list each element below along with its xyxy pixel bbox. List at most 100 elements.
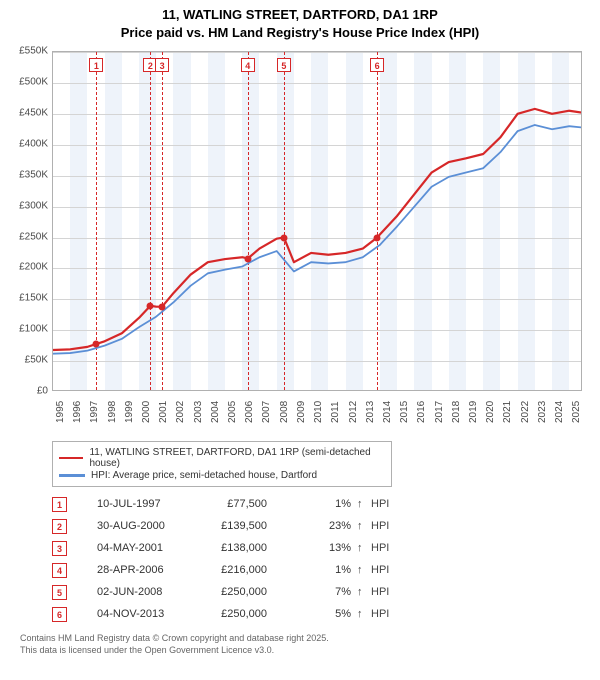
- transaction-price: £216,000: [217, 564, 307, 576]
- chart-lines-svg: [53, 52, 582, 391]
- legend-swatch: [59, 457, 83, 460]
- x-axis-label: 2002: [175, 401, 186, 423]
- x-axis-label: 2005: [227, 401, 238, 423]
- transaction-row: 428-APR-2006£216,0001%↑HPI: [52, 559, 590, 581]
- plot-area: 123456: [52, 51, 582, 391]
- y-axis-label: £550K: [19, 46, 48, 57]
- transactions-table: 110-JUL-1997£77,5001%↑HPI230-AUG-2000£13…: [52, 493, 590, 625]
- x-axis-label: 2012: [348, 401, 359, 423]
- x-axis-label: 2017: [434, 401, 445, 423]
- x-axis-label: 1996: [72, 401, 83, 423]
- transaction-number-box: 3: [52, 541, 67, 556]
- y-axis-label: £100K: [19, 324, 48, 335]
- transaction-price: £77,500: [217, 498, 307, 510]
- chart-title: 11, WATLING STREET, DARTFORD, DA1 1RP Pr…: [10, 6, 590, 41]
- up-arrow-icon: ↑: [357, 608, 371, 620]
- transaction-date: 04-MAY-2001: [97, 542, 217, 554]
- transaction-pct: 5%: [307, 608, 357, 620]
- x-axis-label: 1998: [107, 401, 118, 423]
- up-arrow-icon: ↑: [357, 520, 371, 532]
- chart-area: £0£50K£100K£150K£200K£250K£300K£350K£400…: [10, 47, 590, 437]
- transaction-date: 28-APR-2006: [97, 564, 217, 576]
- y-axis-label: £450K: [19, 107, 48, 118]
- transaction-pct: 1%: [307, 564, 357, 576]
- transaction-price: £250,000: [217, 608, 307, 620]
- x-axis-label: 2022: [520, 401, 531, 423]
- y-axis-label: £300K: [19, 200, 48, 211]
- price-point: [244, 255, 251, 262]
- x-axis-label: 2009: [296, 401, 307, 423]
- legend-label: 11, WATLING STREET, DARTFORD, DA1 1RP (s…: [89, 447, 385, 469]
- transaction-price: £250,000: [217, 586, 307, 598]
- transaction-suffix: HPI: [371, 542, 401, 554]
- transaction-date: 30-AUG-2000: [97, 520, 217, 532]
- y-axis-label: £250K: [19, 231, 48, 242]
- y-axis-label: £200K: [19, 262, 48, 273]
- up-arrow-icon: ↑: [357, 564, 371, 576]
- x-axis-label: 2015: [399, 401, 410, 423]
- transaction-pct: 23%: [307, 520, 357, 532]
- transaction-pct: 13%: [307, 542, 357, 554]
- x-axis-label: 1995: [55, 401, 66, 423]
- legend-item: HPI: Average price, semi-detached house,…: [59, 470, 385, 481]
- x-axis-label: 2013: [365, 401, 376, 423]
- x-axis-label: 1997: [89, 401, 100, 423]
- y-axis-label: £150K: [19, 293, 48, 304]
- transaction-date: 02-JUN-2008: [97, 586, 217, 598]
- up-arrow-icon: ↑: [357, 586, 371, 598]
- transaction-number-box: 6: [52, 607, 67, 622]
- transaction-row: 3 04-MAY-2001£138,00013%↑HPI: [52, 537, 590, 559]
- transaction-date: 10-JUL-1997: [97, 498, 217, 510]
- x-axis-label: 2025: [571, 401, 582, 423]
- x-axis-label: 2018: [451, 401, 462, 423]
- x-axis-label: 2001: [158, 401, 169, 423]
- y-axis-label: £350K: [19, 169, 48, 180]
- transaction-price: £138,000: [217, 542, 307, 554]
- transaction-suffix: HPI: [371, 608, 401, 620]
- x-axis-label: 2006: [244, 401, 255, 423]
- up-arrow-icon: ↑: [357, 542, 371, 554]
- series-line: [53, 109, 581, 350]
- footer-line1: Contains HM Land Registry data © Crown c…: [20, 633, 590, 645]
- x-axis-label: 2004: [210, 401, 221, 423]
- transaction-suffix: HPI: [371, 564, 401, 576]
- y-axis-label: £400K: [19, 138, 48, 149]
- legend-swatch: [59, 474, 85, 477]
- transaction-row: 502-JUN-2008£250,0007%↑HPI: [52, 581, 590, 603]
- transaction-date: 04-NOV-2013: [97, 608, 217, 620]
- legend-item: 11, WATLING STREET, DARTFORD, DA1 1RP (s…: [59, 447, 385, 469]
- marker-number-box: 1: [89, 58, 103, 72]
- y-axis-label: £500K: [19, 77, 48, 88]
- transaction-pct: 1%: [307, 498, 357, 510]
- transaction-suffix: HPI: [371, 498, 401, 510]
- y-axis-label: £0: [37, 386, 48, 397]
- price-point: [374, 234, 381, 241]
- transaction-suffix: HPI: [371, 586, 401, 598]
- x-axis-label: 2011: [330, 402, 341, 424]
- x-axis-label: 2014: [382, 401, 393, 423]
- transaction-price: £139,500: [217, 520, 307, 532]
- x-axis-label: 2019: [468, 401, 479, 423]
- transaction-row: 110-JUL-1997£77,5001%↑HPI: [52, 493, 590, 515]
- x-axis-label: 1999: [124, 401, 135, 423]
- transaction-suffix: HPI: [371, 520, 401, 532]
- series-line: [53, 125, 581, 354]
- transaction-pct: 7%: [307, 586, 357, 598]
- title-line2: Price paid vs. HM Land Registry's House …: [10, 24, 590, 42]
- price-point: [159, 303, 166, 310]
- price-point: [147, 302, 154, 309]
- price-point: [280, 234, 287, 241]
- x-axis-label: 2020: [485, 401, 496, 423]
- x-axis-label: 2003: [193, 401, 204, 423]
- title-line1: 11, WATLING STREET, DARTFORD, DA1 1RP: [10, 6, 590, 24]
- transaction-number-box: 1: [52, 497, 67, 512]
- marker-number-box: 6: [370, 58, 384, 72]
- footer-attribution: Contains HM Land Registry data © Crown c…: [20, 633, 590, 656]
- x-axis-label: 2007: [261, 401, 272, 423]
- marker-number-box: 4: [241, 58, 255, 72]
- marker-number-box: 3: [155, 58, 169, 72]
- x-axis-label: 2024: [554, 401, 565, 423]
- y-axis: £0£50K£100K£150K£200K£250K£300K£350K£400…: [10, 51, 50, 391]
- x-axis-label: 2008: [279, 401, 290, 423]
- legend-label: HPI: Average price, semi-detached house,…: [91, 470, 317, 481]
